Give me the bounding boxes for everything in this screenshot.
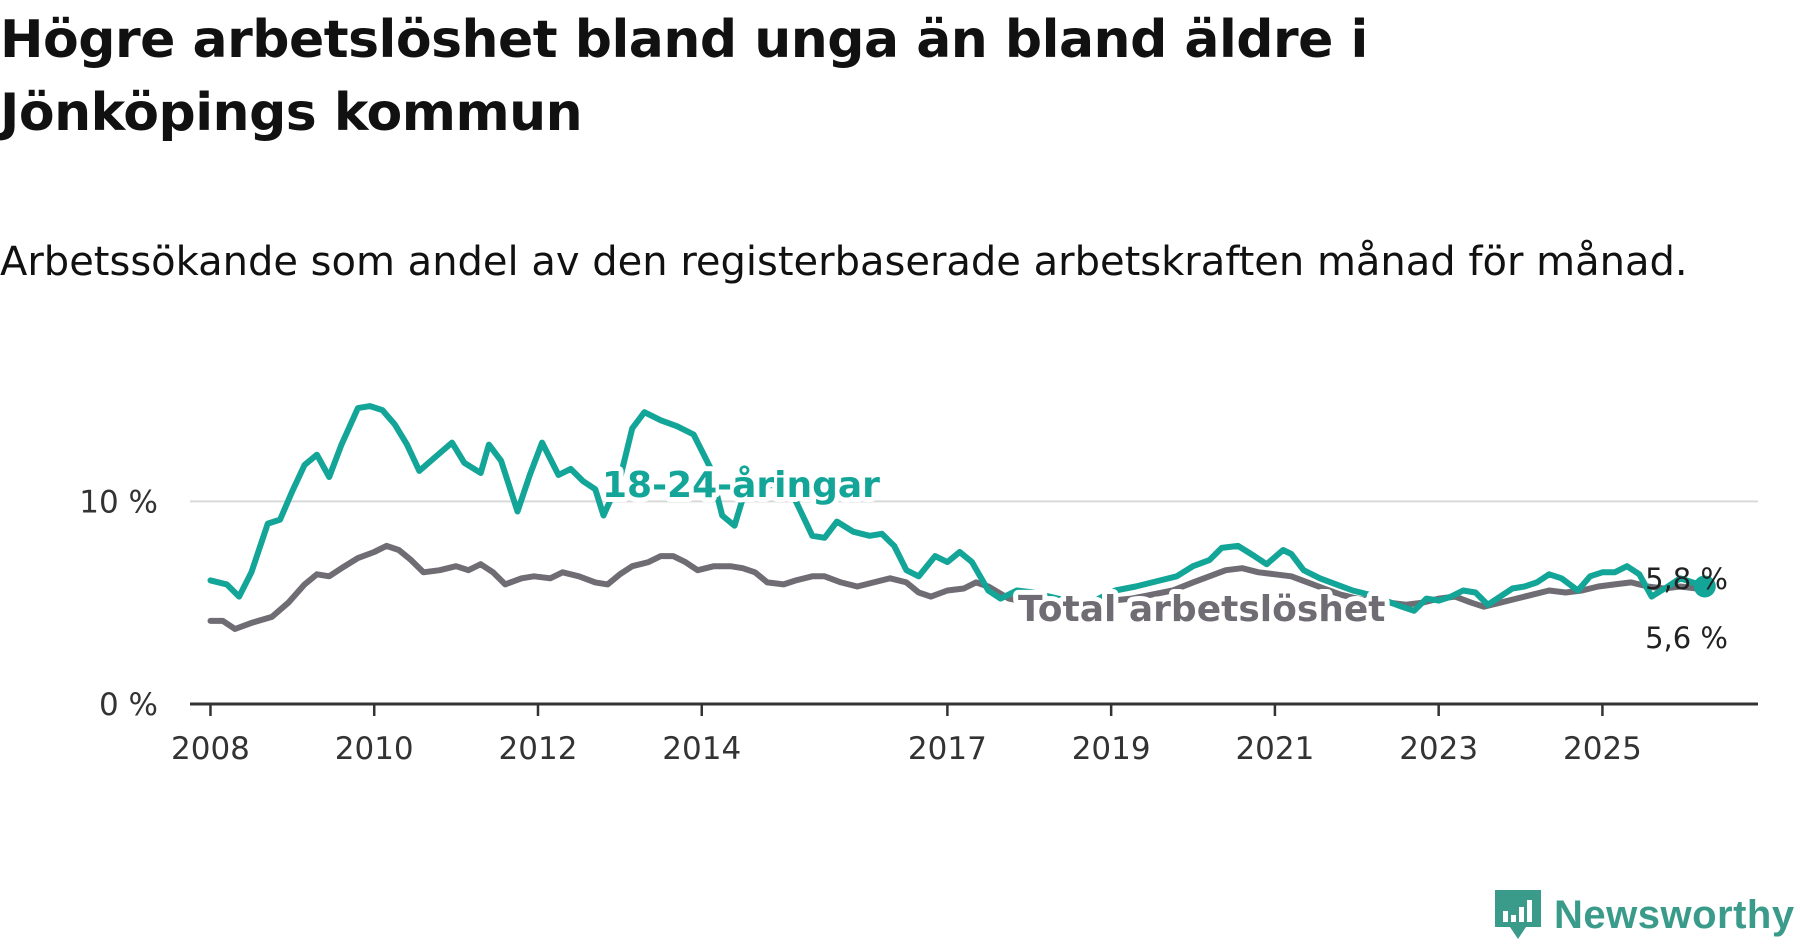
brand-name: Newsworthy: [1554, 892, 1795, 937]
chart-title: Högre arbetslöshet bland unga än bland ä…: [0, 10, 1368, 143]
x-tick-label: 2017: [908, 731, 987, 767]
series-line-youth: [207, 403, 1708, 614]
series-label-total-halo: Total arbetslöshet: [1018, 589, 1386, 630]
series-end-marker-youth: [1693, 575, 1716, 598]
x-axis: 2008 2010 2012 2014 2017 2019 2021 2023 2025: [171, 704, 1642, 767]
x-tick-label: 2010: [335, 731, 414, 767]
chart-subtitle: Arbetssökande som andel av den registerb…: [0, 239, 1688, 285]
y-axis: 0 % 10 %: [79, 484, 158, 723]
x-tick-label: 2012: [499, 731, 578, 767]
series-lines: [207, 403, 1716, 632]
end-value-label-total: 5,6 %: [1645, 621, 1728, 655]
x-tick-label: 2014: [662, 731, 741, 767]
newsworthy-logo-icon: [1495, 890, 1541, 939]
series-line-total: [207, 542, 1708, 632]
x-tick-label: 2008: [171, 731, 250, 767]
brand-logo: Newsworthy: [1492, 885, 1795, 945]
x-tick-label: 2019: [1072, 731, 1151, 767]
end-value-label-youth: 5,8 %: [1645, 562, 1728, 596]
series-label-total: Total arbetslöshet: [1018, 589, 1386, 630]
x-tick-label: 2021: [1235, 731, 1314, 767]
series-label-youth-halo: 18-24-åringar: [602, 465, 880, 506]
y-tick-label: 10 %: [79, 484, 158, 520]
series-label-youth: 18-24-åringar: [602, 465, 880, 506]
y-tick-label: 0 %: [99, 687, 158, 723]
x-tick-label: 2023: [1399, 731, 1478, 767]
x-tick-label: 2025: [1563, 731, 1642, 767]
